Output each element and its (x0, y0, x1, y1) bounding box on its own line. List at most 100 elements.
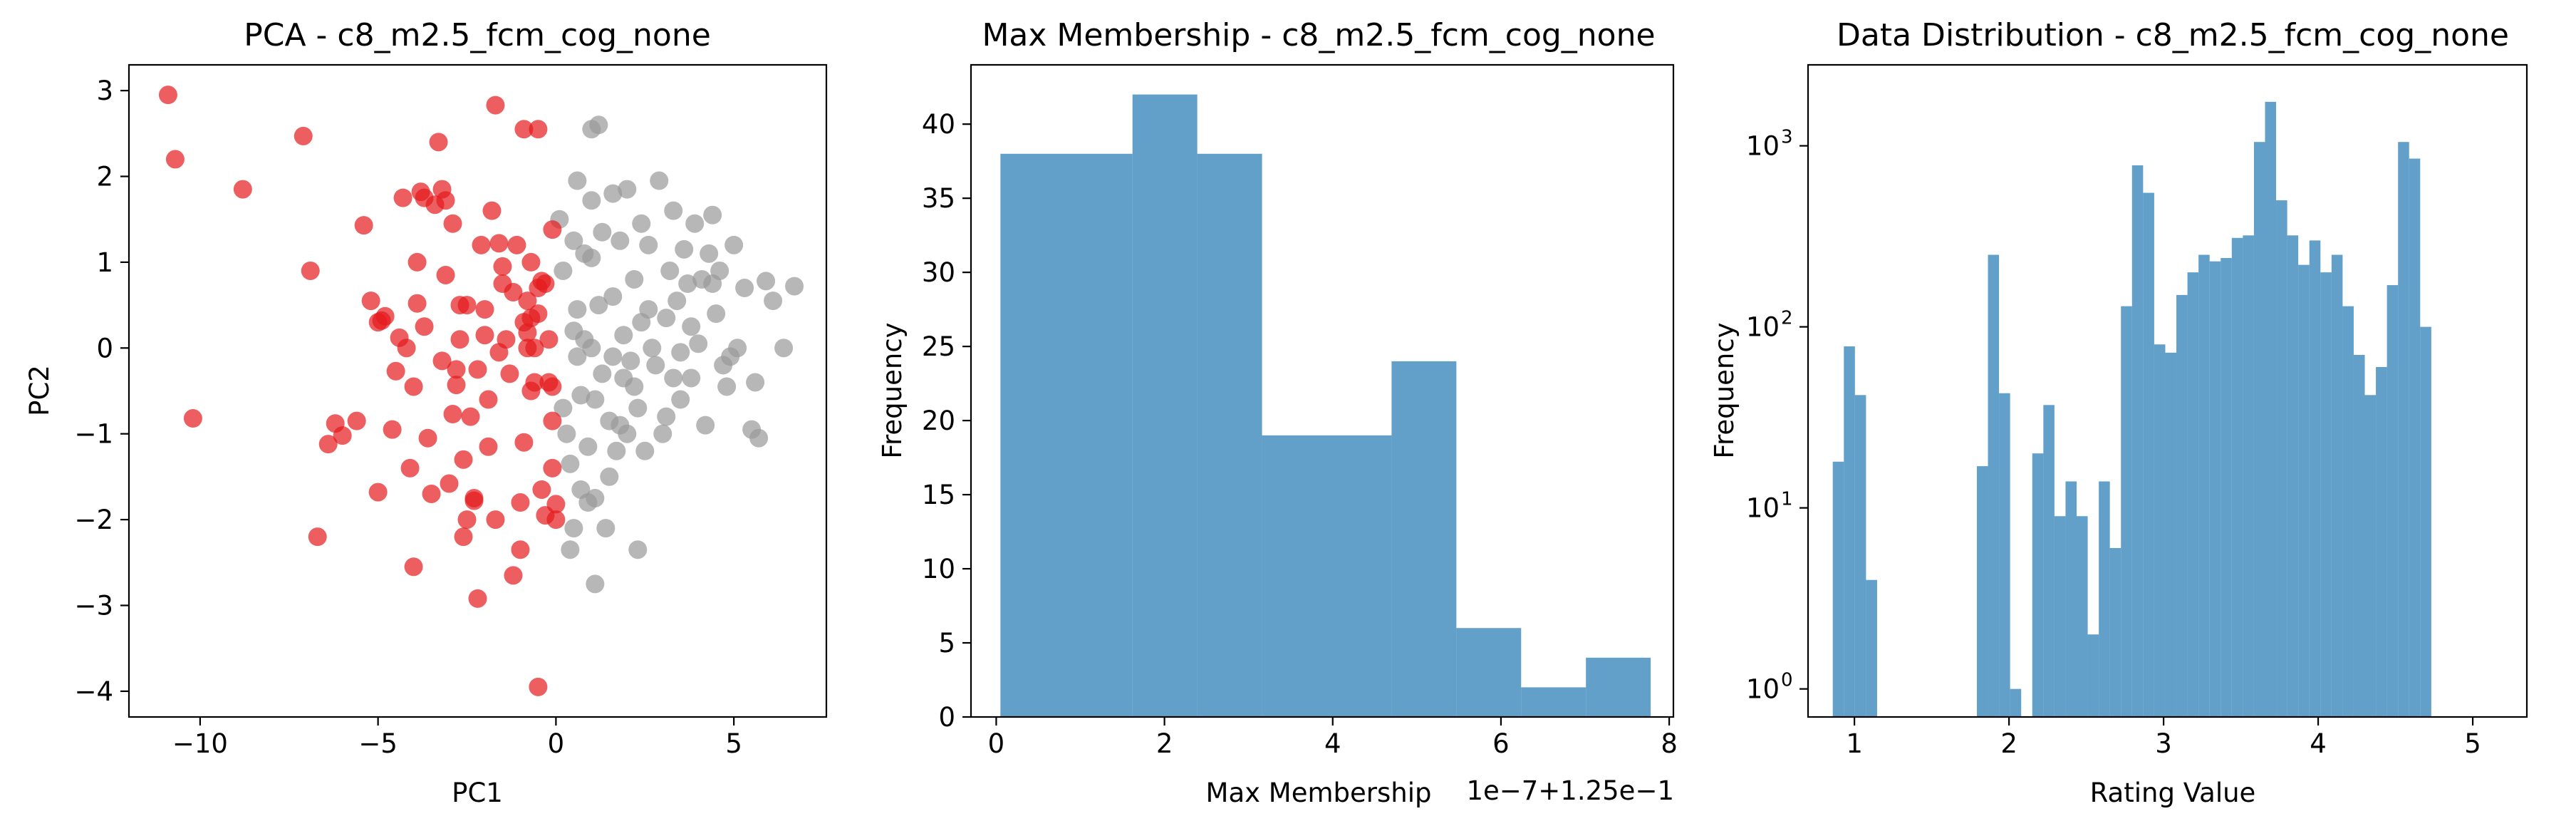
histogram-bar (2131, 165, 2144, 718)
scatter-point (682, 368, 701, 388)
scatter-point (546, 510, 566, 530)
histogram-bar (1391, 361, 1457, 717)
pca-points (158, 86, 804, 696)
scatter-point (568, 300, 587, 319)
scatter-point (671, 343, 690, 362)
histogram-bar (2331, 254, 2343, 717)
histogram-bar (2265, 101, 2277, 717)
histogram-bar (2243, 235, 2254, 717)
scatter-point (586, 390, 605, 409)
distribution-ytick-exponent: 1 (1781, 489, 1793, 510)
histogram-bar (2065, 481, 2077, 717)
scatter-point (183, 409, 202, 428)
membership-axes-frame (970, 63, 1675, 718)
scatter-point (482, 201, 502, 220)
scatter-point (582, 339, 601, 358)
scatter-point (749, 428, 769, 448)
membership-xtick-label: 2 (1156, 728, 1173, 759)
scatter-point (500, 364, 519, 383)
scatter-point (603, 184, 623, 203)
scatter-point (422, 484, 441, 503)
scatter-point (529, 120, 548, 139)
scatter-point (368, 482, 388, 502)
scatter-point (568, 171, 587, 190)
pca-ytick-label: −1 (74, 419, 113, 450)
distribution-xtick-label: 3 (2155, 728, 2172, 759)
scatter-point (685, 214, 705, 233)
membership-ytick-label: 10 (922, 554, 955, 584)
distribution-xlabel: Rating Value (2090, 778, 2256, 808)
scatter-point (639, 235, 658, 254)
scatter-point (536, 274, 555, 294)
scatter-point (518, 323, 537, 342)
scatter-point (486, 96, 505, 115)
pca-ytick-label: −2 (74, 505, 113, 535)
scatter-point (475, 326, 494, 345)
membership-ylabel: Frequency (877, 322, 908, 458)
scatter-point (703, 274, 722, 294)
scatter-point (757, 272, 776, 291)
scatter-point (165, 150, 185, 169)
membership-histogram-panel: Max Membership - c8_m2.5_fcm_cog_none 0 2… (877, 17, 1678, 808)
distribution-ytick-label: 10 (1746, 493, 1780, 524)
pca-ytick-label: 0 (96, 333, 113, 363)
scatter-point (689, 334, 708, 353)
scatter-point (582, 191, 601, 210)
pca-ytick-label: 2 (96, 162, 113, 192)
scatter-point (407, 294, 427, 313)
scatter-point (489, 343, 509, 362)
histogram-bar (2143, 192, 2154, 717)
scatter-point (511, 540, 530, 559)
scatter-point (700, 244, 719, 263)
membership-xtick-label: 0 (988, 728, 1005, 759)
scatter-point (489, 234, 509, 253)
scatter-point (521, 252, 541, 272)
scatter-point (468, 360, 487, 379)
pca-ylabel: PC2 (24, 365, 55, 416)
distribution-ytick-exponent: 3 (1781, 127, 1793, 148)
scatter-point (546, 495, 566, 514)
scatter-point (294, 126, 313, 145)
scatter-point (582, 248, 601, 267)
pca-ytick-label: 1 (96, 247, 113, 278)
scatter-point (646, 356, 665, 375)
scatter-point (675, 239, 694, 259)
distribution-ytick-label: 10 (1746, 312, 1780, 343)
scatter-point (603, 287, 623, 306)
histogram-bar (2409, 158, 2421, 717)
scatter-point (671, 390, 690, 409)
histogram-bar (2099, 481, 2110, 717)
scatter-point (589, 296, 608, 315)
scatter-point (447, 360, 466, 379)
scatter-point (518, 291, 537, 311)
scatter-point (464, 491, 484, 510)
scatter-point (504, 283, 523, 302)
membership-ticks: 0 2 4 6 8 0 5 10 15 20 25 30 35 40 (922, 109, 1678, 759)
scatter-point (596, 519, 616, 538)
scatter-point (543, 411, 562, 430)
histogram-bar (1197, 153, 1262, 718)
histogram-bar (1832, 461, 1844, 717)
pca-xtick-label: −10 (172, 728, 228, 759)
distribution-ytick-label: 10 (1746, 674, 1780, 705)
scatter-point (764, 291, 783, 311)
scatter-point (607, 441, 626, 460)
histogram-bar (2398, 142, 2409, 717)
scatter-point (529, 677, 548, 696)
scatter-point (475, 300, 494, 319)
distribution-xtick-label: 5 (2464, 728, 2481, 759)
distribution-xtick-label: 1 (1846, 728, 1863, 759)
histogram-bar (1844, 346, 1855, 717)
membership-xtick-label: 6 (1492, 728, 1510, 759)
histogram-bar (2187, 272, 2199, 717)
scatter-point (407, 252, 427, 272)
scatter-point (436, 191, 455, 210)
membership-ytick-label: 0 (938, 702, 955, 733)
scatter-point (618, 180, 637, 199)
histogram-bar (2276, 200, 2287, 718)
scatter-point (696, 416, 715, 435)
distribution-title: Data Distribution - c8_m2.5_fcm_cog_none (1837, 17, 2509, 53)
scatter-point (479, 390, 498, 409)
histogram-bar (2054, 516, 2066, 717)
histogram-bar (2032, 453, 2044, 717)
